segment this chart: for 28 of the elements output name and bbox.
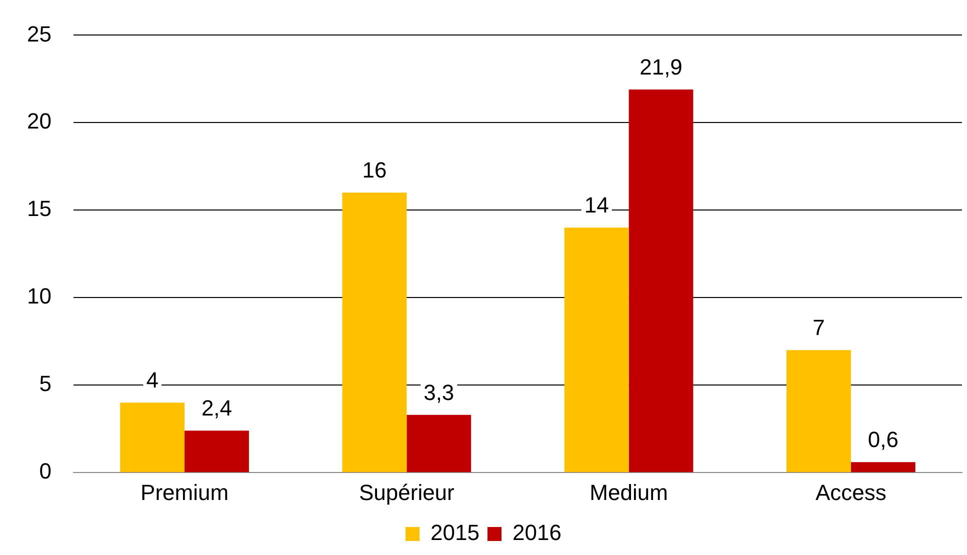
x-tick-label: Premium: [140, 480, 229, 505]
data-label: 0,6: [868, 427, 898, 452]
bar: [184, 430, 249, 472]
bar: [850, 462, 916, 472]
legend-label: 2015: [430, 520, 480, 546]
y-tick-label: 20: [26, 108, 52, 134]
y-tick-label: 5: [39, 371, 52, 396]
x-tick-label: Supérieur: [358, 480, 454, 505]
data-label: 2,4: [201, 396, 232, 421]
x-tick-label: Medium: [590, 480, 668, 505]
data-label: 3,3: [424, 380, 454, 405]
y-tick-label: 10: [26, 284, 52, 309]
data-label: 7: [812, 315, 825, 340]
data-label: 16: [362, 158, 387, 183]
bar: [628, 89, 694, 472]
y-tick-label: 15: [26, 196, 52, 222]
bar: [564, 228, 629, 472]
legend-label: 2016: [512, 520, 562, 546]
bar: [786, 350, 851, 472]
y-tick-label: 25: [26, 21, 52, 46]
x-tick-label: Access: [815, 480, 886, 505]
y-tick-label: 0: [39, 458, 52, 484]
data-label: 4: [146, 368, 158, 393]
bar: [120, 402, 185, 472]
data-label: 14: [584, 192, 609, 218]
data-label: 21,9: [640, 54, 682, 80]
bar: [406, 414, 472, 472]
bar: [342, 192, 407, 472]
